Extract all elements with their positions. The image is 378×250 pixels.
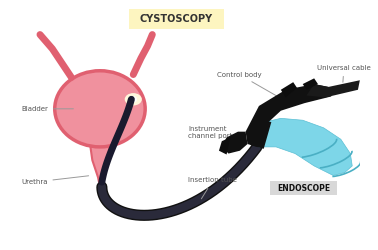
FancyBboxPatch shape xyxy=(270,181,337,196)
Text: Instrument
channel port: Instrument channel port xyxy=(189,126,233,145)
Polygon shape xyxy=(307,80,360,98)
Polygon shape xyxy=(303,78,318,90)
Polygon shape xyxy=(219,138,230,154)
Ellipse shape xyxy=(130,96,137,103)
Ellipse shape xyxy=(125,93,142,106)
FancyBboxPatch shape xyxy=(130,9,224,29)
Text: CYSTOSCOPY: CYSTOSCOPY xyxy=(139,14,213,24)
Text: Control body: Control body xyxy=(217,72,279,97)
Polygon shape xyxy=(246,84,331,147)
Polygon shape xyxy=(90,147,110,187)
Text: ENDOSCOPE: ENDOSCOPE xyxy=(277,184,330,193)
Text: Bladder: Bladder xyxy=(21,106,73,112)
Ellipse shape xyxy=(55,71,145,147)
Text: Insertion tube: Insertion tube xyxy=(189,177,237,199)
Text: Urethra: Urethra xyxy=(21,176,88,185)
Text: Universal cable: Universal cable xyxy=(317,65,371,82)
Polygon shape xyxy=(249,118,352,176)
Polygon shape xyxy=(222,132,248,154)
Polygon shape xyxy=(281,82,297,98)
